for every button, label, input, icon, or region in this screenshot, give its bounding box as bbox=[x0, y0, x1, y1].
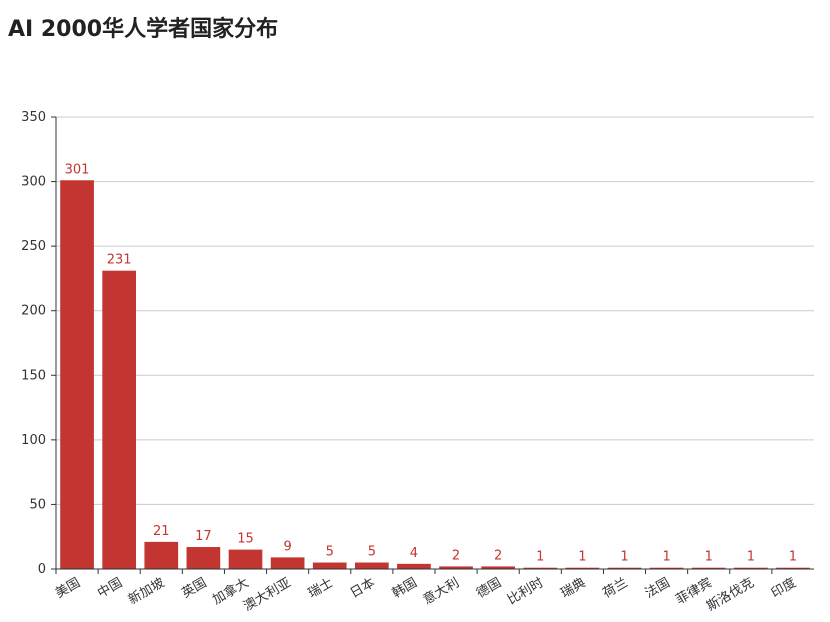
x-tick-label: 意大利 bbox=[420, 575, 462, 608]
x-tick-label: 英国 bbox=[179, 575, 209, 601]
x-tick-label: 日本 bbox=[348, 575, 378, 601]
data-label: 1 bbox=[789, 550, 797, 565]
x-tick-label: 德国 bbox=[474, 575, 504, 601]
bar bbox=[607, 567, 642, 569]
y-tick-label: 250 bbox=[21, 239, 46, 254]
bar bbox=[649, 567, 684, 569]
y-tick-label: 50 bbox=[29, 497, 46, 512]
bar bbox=[60, 180, 94, 569]
bar bbox=[312, 562, 347, 569]
data-label: 1 bbox=[705, 550, 713, 565]
x-tick-label: 韩国 bbox=[390, 575, 420, 601]
data-label: 1 bbox=[578, 550, 586, 565]
data-label: 1 bbox=[620, 550, 628, 565]
bar bbox=[523, 567, 558, 569]
data-label: 301 bbox=[65, 162, 90, 177]
bar bbox=[439, 566, 473, 569]
bar bbox=[776, 567, 810, 569]
bar bbox=[186, 547, 221, 569]
data-label: 4 bbox=[410, 546, 418, 561]
x-tick-label: 斯洛伐克 bbox=[704, 575, 757, 614]
x-tick-label: 瑞士 bbox=[306, 575, 336, 601]
x-tick-label: 荷兰 bbox=[600, 575, 630, 601]
data-label: 1 bbox=[747, 550, 755, 565]
bar bbox=[102, 270, 137, 569]
x-tick-label: 瑞典 bbox=[558, 575, 588, 601]
data-label: 21 bbox=[153, 524, 170, 539]
y-tick-label: 300 bbox=[21, 175, 46, 190]
data-label: 5 bbox=[326, 545, 334, 560]
x-tick-label: 法国 bbox=[643, 575, 673, 601]
y-tick-label: 150 bbox=[21, 368, 46, 383]
bar bbox=[397, 563, 431, 569]
y-tick-label: 100 bbox=[21, 433, 46, 448]
x-tick-label: 比利时 bbox=[505, 575, 546, 607]
data-label: 1 bbox=[536, 550, 544, 565]
bar bbox=[228, 549, 263, 569]
y-tick-label: 200 bbox=[21, 304, 46, 319]
x-tick-label: 印度 bbox=[768, 575, 799, 602]
bar bbox=[733, 567, 768, 569]
x-tick-label: 中国 bbox=[95, 575, 125, 601]
x-tick-label: 澳大利亚 bbox=[241, 575, 294, 615]
chart-title: AI 2000华人学者国家分布 bbox=[8, 16, 278, 42]
data-label: 5 bbox=[368, 545, 376, 560]
data-label: 17 bbox=[195, 529, 212, 544]
bar bbox=[691, 567, 726, 569]
data-label: 9 bbox=[283, 539, 291, 554]
data-label: 2 bbox=[494, 548, 502, 563]
y-tick-label: 350 bbox=[21, 110, 46, 125]
bar bbox=[481, 566, 516, 569]
bar bbox=[144, 541, 179, 569]
bar bbox=[354, 562, 389, 569]
y-tick-label: 0 bbox=[38, 562, 46, 577]
data-label: 15 bbox=[237, 532, 254, 547]
x-tick-label: 新加坡 bbox=[125, 575, 167, 608]
data-label: 231 bbox=[107, 253, 132, 268]
data-label: 1 bbox=[662, 550, 670, 565]
data-label: 2 bbox=[452, 548, 460, 563]
bar bbox=[270, 557, 305, 569]
x-tick-label: 美国 bbox=[53, 575, 83, 601]
bar bbox=[565, 567, 600, 569]
